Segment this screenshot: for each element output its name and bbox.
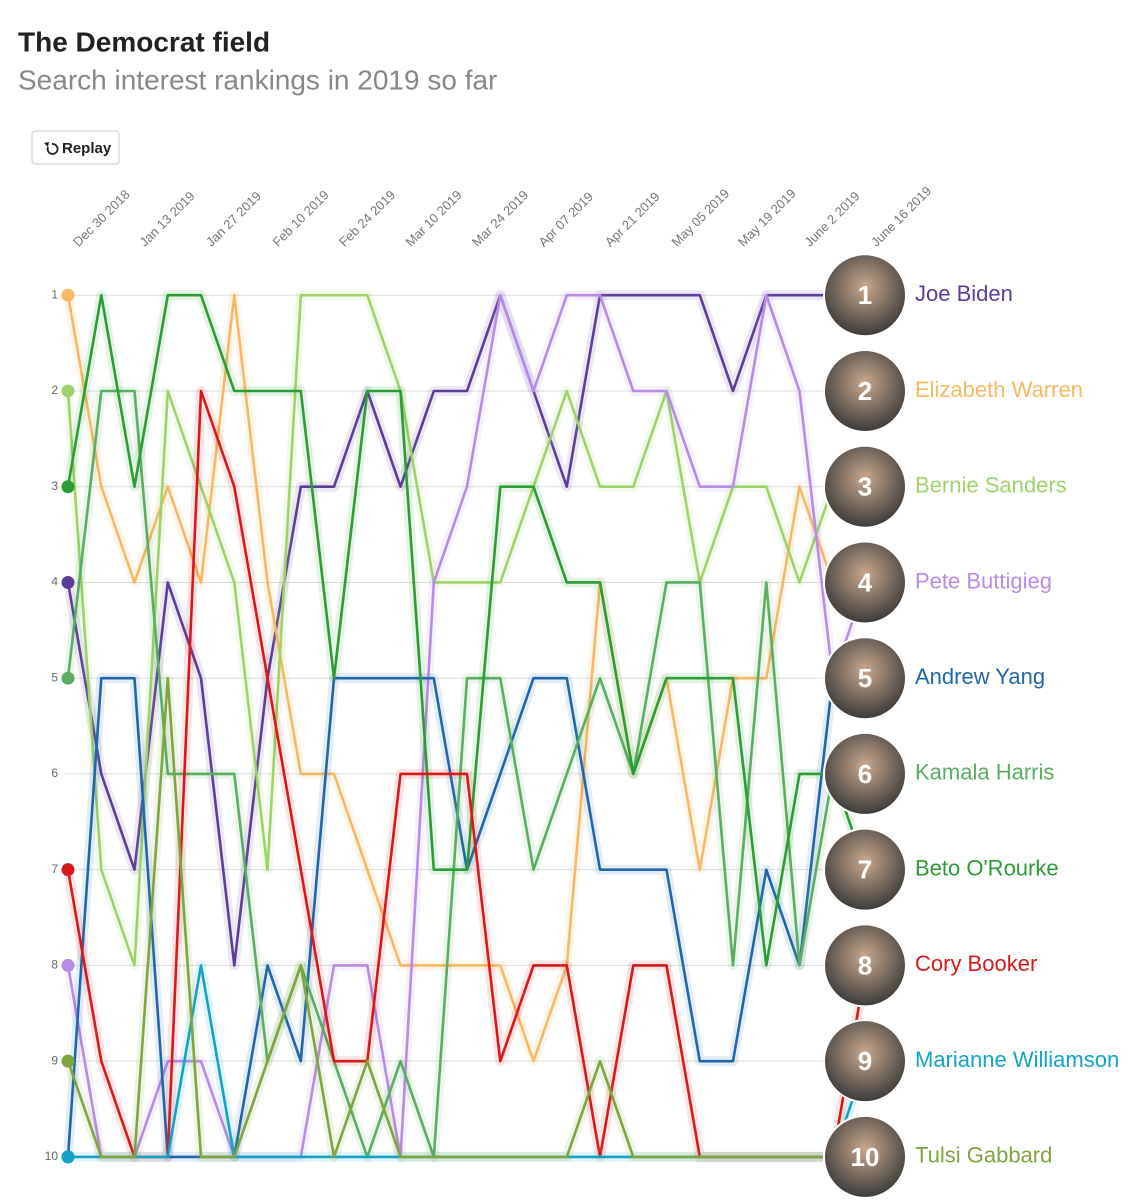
- x-tick-label: May 19 2019: [735, 186, 799, 250]
- legend: 1 Joe Biden 2 Elizabeth Warren 3 Bernie Sande…: [823, 253, 1119, 1199]
- x-tick-label: June 16 2019: [868, 183, 934, 249]
- start-dot: [61, 958, 75, 972]
- avatar-rank: 5: [858, 663, 872, 693]
- avatar: [823, 540, 907, 625]
- button-label[interactable]: Replay: [62, 140, 112, 157]
- series-line: [66, 389, 866, 1159]
- y-tick-label: 5: [51, 670, 58, 684]
- start-dot: [61, 480, 75, 494]
- avatar: [823, 253, 907, 338]
- avatar: [823, 827, 907, 912]
- series-line: [66, 293, 868, 1159]
- legend-name: Kamala Harris: [915, 760, 1054, 785]
- x-tick-label: Jan 13 2019: [136, 188, 197, 249]
- replay-button[interactable]: Replay: [31, 130, 120, 165]
- y-tick-label: 2: [51, 383, 58, 397]
- start-dot: [61, 671, 75, 685]
- x-tick-label: Mar 10 2019: [402, 187, 464, 249]
- avatar: [823, 923, 907, 1008]
- avatar-rank: 8: [858, 950, 872, 980]
- avatar-rank: 7: [858, 855, 872, 885]
- series-line: [66, 676, 866, 1159]
- chart-title: The Democrat field: [18, 26, 270, 57]
- legend-name: Marianne Williamson: [915, 1047, 1119, 1072]
- y-tick-label: 9: [51, 1053, 58, 1067]
- y-tick-label: 6: [51, 766, 58, 780]
- x-tick-label: Apr 07 2019: [535, 189, 596, 250]
- legend-name: Beto O'Rourke: [915, 855, 1059, 880]
- avatar: [823, 444, 907, 529]
- avatar-rank: 1: [858, 280, 872, 310]
- start-dot: [61, 384, 75, 398]
- replay-arrow[interactable]: [44, 142, 49, 147]
- avatar: [823, 731, 907, 816]
- legend-name: Elizabeth Warren: [915, 377, 1083, 402]
- avatar-rank: 4: [858, 567, 873, 597]
- legend-name: Pete Buttigieg: [915, 568, 1052, 593]
- start-dot: [61, 1054, 75, 1068]
- start-dot: [61, 575, 75, 589]
- lines: [61, 288, 871, 1164]
- avatar-rank: 2: [858, 376, 872, 406]
- button-frame[interactable]: [31, 130, 120, 165]
- avatar-rank: 3: [858, 472, 872, 502]
- start-dot: [61, 863, 75, 877]
- y-tick-label: 3: [51, 479, 58, 493]
- y-tick-label: 1: [51, 287, 58, 301]
- x-tick-label: May 05 2019: [668, 186, 732, 250]
- legend-name: Tulsi Gabbard: [915, 1143, 1052, 1168]
- avatar-rank: 10: [851, 1142, 880, 1172]
- chart-subtitle: Search interest rankings in 2019 so far: [18, 64, 497, 95]
- legend-name: Bernie Sanders: [915, 473, 1067, 498]
- y-tick-label: 7: [51, 862, 58, 876]
- avatar: [823, 1019, 907, 1104]
- series-line: [66, 293, 866, 967]
- x-tick-label: Mar 24 2019: [469, 187, 531, 249]
- legend-name: Joe Biden: [915, 281, 1013, 306]
- start-dot: [61, 288, 75, 302]
- x-tick-label: Jan 27 2019: [203, 188, 264, 249]
- y-tick-label: 8: [51, 958, 58, 972]
- x-tick-label: Apr 21 2019: [602, 189, 663, 250]
- replay-icon[interactable]: [46, 143, 59, 155]
- start-dot: [61, 1150, 75, 1164]
- y-tick-label: 4: [51, 575, 58, 589]
- x-tick-label: June 2 2019: [801, 188, 862, 249]
- legend-name: Cory Booker: [915, 951, 1037, 976]
- x-tick-label: Feb 24 2019: [336, 187, 398, 249]
- x-tick-label: Dec 30 2018: [70, 187, 133, 250]
- avatar: [823, 348, 907, 433]
- legend-name: Andrew Yang: [915, 664, 1045, 689]
- series-line: [66, 293, 868, 967]
- avatar-rank: 9: [858, 1046, 872, 1076]
- avatar-rank: 6: [858, 759, 872, 789]
- avatar: [823, 1114, 907, 1199]
- y-tick-label: 10: [45, 1149, 59, 1163]
- x-tick-label: Feb 10 2019: [269, 187, 331, 249]
- avatar: [823, 636, 907, 721]
